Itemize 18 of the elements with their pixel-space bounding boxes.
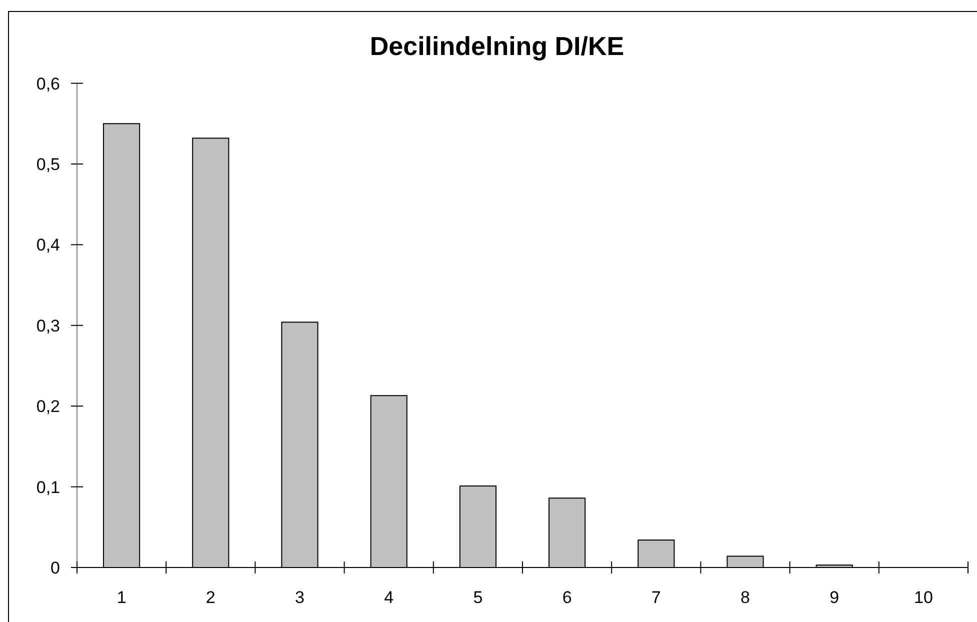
- x-tick-label: 8: [740, 588, 750, 607]
- y-tick-label: 0,1: [36, 478, 60, 497]
- y-tick-label: 0: [50, 558, 60, 578]
- chart-title: Decilindelning DI/KE: [370, 31, 624, 61]
- x-tick-label: 7: [651, 588, 661, 607]
- x-tick-label: 9: [830, 588, 840, 607]
- x-tick-label: 4: [384, 588, 394, 607]
- x-tick-label: 5: [473, 588, 483, 607]
- y-tick-label: 0,6: [36, 74, 60, 94]
- y-tick-label: 0,4: [36, 236, 60, 255]
- y-tick-label: 0,2: [36, 397, 60, 416]
- y-tick-label: 0,5: [36, 154, 60, 174]
- x-tick-label: 2: [206, 588, 216, 607]
- x-tick-label: 3: [295, 588, 304, 607]
- x-tick-label: 6: [562, 588, 572, 607]
- y-tick-label: 0,3: [36, 316, 60, 336]
- x-tick-label: 1: [116, 588, 126, 607]
- x-tick-label: 10: [914, 588, 933, 607]
